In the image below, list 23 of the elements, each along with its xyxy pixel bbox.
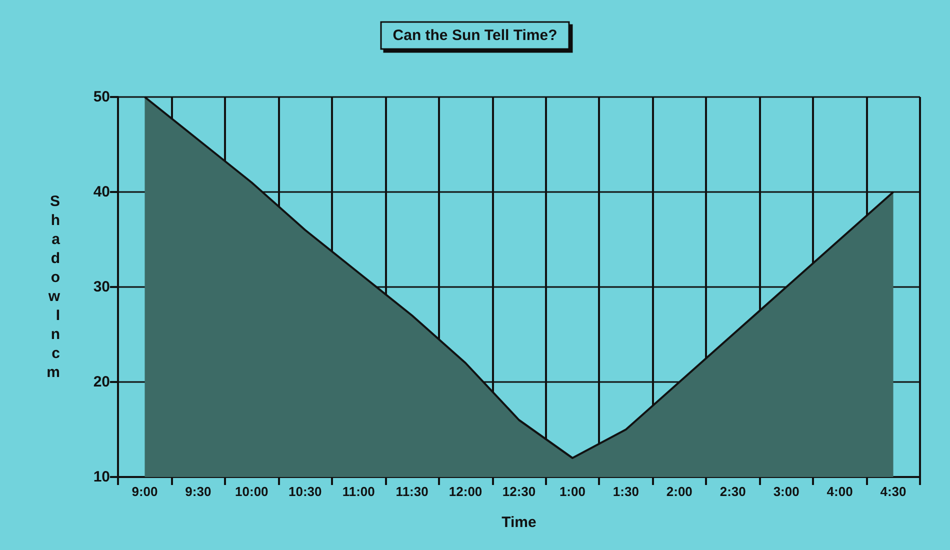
- x-tick-label: 1:00: [559, 484, 586, 499]
- x-tick-label: 11:00: [342, 484, 375, 499]
- x-tick-label: 12:30: [502, 484, 536, 499]
- y-tick-label: 40: [93, 184, 110, 200]
- x-tick-label: 1:30: [612, 484, 639, 499]
- x-tick-label: 4:30: [880, 484, 906, 499]
- x-tick-label: 2:00: [666, 484, 692, 499]
- text: Shadow In cm: [46, 193, 60, 381]
- y-tick-label: 50: [93, 88, 110, 106]
- x-tick-label: 2:30: [720, 484, 746, 499]
- y-tick-label: 20: [93, 374, 110, 390]
- x-tick-label: 9:00: [132, 484, 158, 499]
- x-tick-label: 3:00: [773, 484, 800, 499]
- x-tick-label: 9:30: [185, 484, 212, 499]
- y-tick-label: 10: [93, 468, 110, 486]
- x-axis-title: Time: [502, 514, 536, 531]
- x-tick-label: 10:30: [288, 484, 322, 499]
- x-tick-label: 10:00: [235, 484, 268, 499]
- y-tick-label: 30: [93, 278, 110, 296]
- x-tick-label: 4:00: [826, 484, 853, 499]
- x-tick-label: 11:30: [396, 484, 428, 499]
- chart-title: Can the Sun Tell Time?: [392, 27, 558, 44]
- x-tick-label: 12:00: [448, 484, 482, 499]
